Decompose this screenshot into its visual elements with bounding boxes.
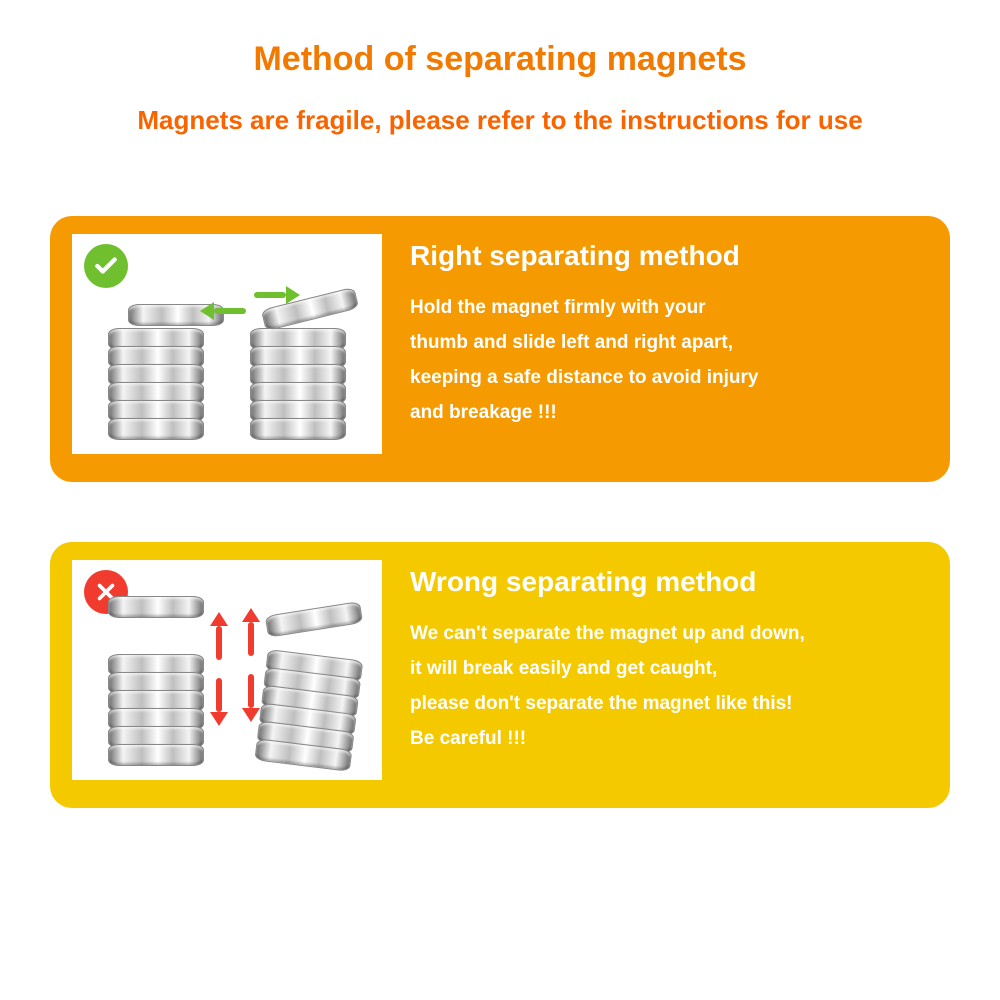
card-heading: Wrong separating method bbox=[410, 566, 928, 598]
magnet-stack bbox=[108, 332, 204, 440]
arrow-down-icon bbox=[212, 678, 226, 722]
card-body: Hold the magnet firmly with your thumb a… bbox=[410, 290, 928, 431]
illustration-wrong bbox=[72, 560, 382, 780]
page-subtitle: Magnets are fragile, please refer to the… bbox=[50, 105, 950, 136]
arrow-left-icon bbox=[204, 304, 246, 318]
arrow-up-icon bbox=[244, 612, 258, 656]
infographic-root: Method of separating magnets Magnets are… bbox=[0, 0, 1000, 1000]
magnet-stack bbox=[254, 653, 362, 772]
arrow-down-icon bbox=[244, 674, 258, 718]
illustration-right bbox=[72, 234, 382, 454]
arrow-right-icon bbox=[254, 288, 296, 302]
card-heading: Right separating method bbox=[410, 240, 928, 272]
card-right-method: Right separating method Hold the magnet … bbox=[50, 216, 950, 482]
check-icon bbox=[84, 244, 128, 288]
card-wrong-method: Wrong separating method We can't separat… bbox=[50, 542, 950, 808]
card-right-text: Right separating method Hold the magnet … bbox=[410, 234, 928, 431]
magnet-stack bbox=[250, 332, 346, 440]
card-wrong-text: Wrong separating method We can't separat… bbox=[410, 560, 928, 757]
card-body: We can't separate the magnet up and down… bbox=[410, 616, 928, 757]
arrow-up-icon bbox=[212, 616, 226, 660]
magnet-stack bbox=[108, 658, 204, 766]
page-title: Method of separating magnets bbox=[50, 40, 950, 79]
